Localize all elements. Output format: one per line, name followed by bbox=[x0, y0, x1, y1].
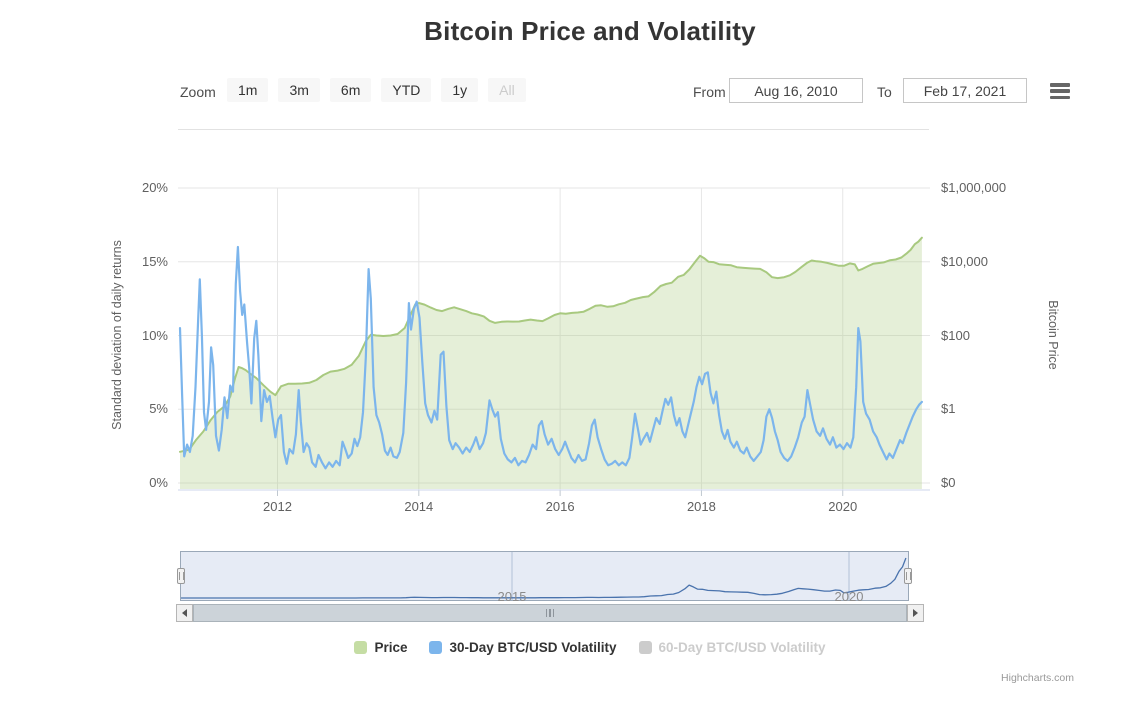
scrollbar-thumb[interactable] bbox=[193, 604, 907, 622]
credits-link[interactable]: Highcharts.com bbox=[1001, 672, 1074, 684]
left-axis-tick-label: 20% bbox=[141, 180, 168, 195]
legend-label: Price bbox=[374, 640, 408, 655]
zoom-label: Zoom bbox=[180, 84, 216, 100]
left-axis-tick-label: 15% bbox=[141, 253, 168, 269]
legend-label: 30-Day BTC/USD Volatility bbox=[449, 640, 617, 655]
scrollbar-right-arrow[interactable] bbox=[907, 604, 924, 622]
range-selector-buttons: 1m 3m 6m YTD 1y All bbox=[227, 78, 526, 102]
price-series-line bbox=[179, 236, 923, 453]
x-axis-tick-label: 2020 bbox=[828, 499, 858, 514]
right-axis-title: Bitcoin Price bbox=[1046, 300, 1060, 370]
legend-item-price[interactable]: Price bbox=[354, 640, 407, 655]
left-axis-tick-label: 10% bbox=[141, 327, 168, 343]
legend-swatch bbox=[429, 641, 443, 654]
legend-swatch bbox=[354, 641, 368, 654]
legend: Price 30-Day BTC/USD Volatility 60-Day BTC… bbox=[100, 640, 1080, 655]
plot-area[interactable] bbox=[180, 188, 930, 483]
navigator-series-line bbox=[181, 557, 907, 599]
x-axis-tick-label: 2012 bbox=[263, 499, 292, 514]
legend-item-30d-volatility[interactable]: 30-Day BTC/USD Volatility bbox=[429, 640, 617, 655]
left-axis-tick-label: 5% bbox=[149, 401, 168, 417]
x-axis-tick-label: 2014 bbox=[404, 499, 434, 514]
hamburger-menu-icon[interactable] bbox=[1050, 83, 1070, 99]
legend-item-60d-volatility[interactable]: 60-Day BTC/USD Volatility bbox=[638, 640, 826, 655]
right-axis-tick-label: $0 bbox=[941, 475, 956, 490]
navigator-axis-label: 2015 bbox=[497, 589, 527, 604]
toolbar-separator bbox=[178, 129, 929, 130]
zoom-button-1y[interactable]: 1y bbox=[441, 78, 479, 102]
to-label: To bbox=[877, 84, 892, 100]
navigator-axis-label: 2020 bbox=[834, 589, 864, 604]
left-axis-tick-label: 0% bbox=[149, 475, 168, 490]
scrollbar-left-arrow[interactable] bbox=[176, 604, 193, 622]
navigator-left-handle[interactable] bbox=[177, 568, 185, 584]
from-label: From bbox=[693, 84, 726, 100]
price-area-fill bbox=[180, 237, 922, 489]
zoom-button-all[interactable]: All bbox=[488, 78, 526, 102]
navigator-mask[interactable] bbox=[181, 552, 908, 600]
zoom-button-1m[interactable]: 1m bbox=[227, 78, 269, 102]
x-axis-tick-label: 2016 bbox=[545, 499, 575, 514]
right-axis-tick-label: $10,000 bbox=[941, 253, 988, 269]
legend-label: 60-Day BTC/USD Volatility bbox=[658, 640, 826, 655]
zoom-button-ytd[interactable]: YTD bbox=[381, 78, 432, 102]
x-axis-tick-label: 2018 bbox=[686, 499, 716, 514]
volatility-30d-series-line bbox=[178, 245, 924, 470]
chart-title: Bitcoin Price and Volatility bbox=[424, 16, 756, 46]
right-axis-tick-label: $1,000,000 bbox=[941, 180, 1007, 195]
to-date-input[interactable] bbox=[903, 78, 1027, 103]
right-axis-tick-label: $100 bbox=[941, 327, 970, 343]
from-date-input[interactable] bbox=[729, 78, 863, 103]
legend-swatch bbox=[638, 641, 652, 654]
right-axis-tick-label: $1 bbox=[941, 401, 956, 417]
zoom-button-6m[interactable]: 6m bbox=[329, 78, 372, 102]
zoom-button-3m[interactable]: 3m bbox=[278, 78, 320, 102]
navigator-right-handle[interactable] bbox=[904, 568, 912, 584]
